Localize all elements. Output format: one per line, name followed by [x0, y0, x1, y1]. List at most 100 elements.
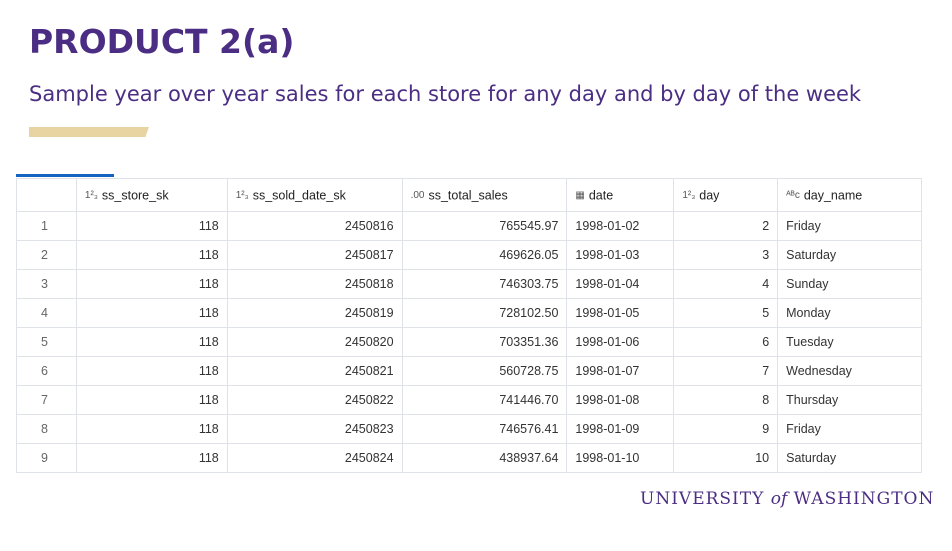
table-row[interactable]: 8 118 2450823 746576.41 1998-01-09 9 Friday	[16, 414, 922, 444]
123-numeric-icon: 1²₃	[235, 189, 249, 201]
table-cell[interactable]: 746303.75	[401, 269, 568, 299]
row-number-cell[interactable]: 1	[16, 211, 77, 241]
table-cell[interactable]: 6	[673, 327, 779, 357]
123-numeric-icon: 1²₃	[84, 189, 98, 201]
table-cell[interactable]: 1998-01-05	[566, 298, 675, 328]
column-header-day-name[interactable]: ᴬᴮc day_name	[777, 178, 922, 212]
column-header-ss-total-sales[interactable]: .00 ss_total_sales	[401, 178, 568, 212]
table-cell[interactable]: 741446.70	[401, 385, 568, 415]
table-cell[interactable]: Thursday	[777, 385, 922, 415]
uw-word-university: UNIVERSITY	[640, 489, 765, 509]
table-cell[interactable]: 703351.36	[401, 327, 568, 357]
row-number-header[interactable]	[16, 178, 77, 212]
table-cell[interactable]: 1998-01-03	[566, 240, 675, 270]
table-cell[interactable]: 118	[75, 211, 228, 241]
table-cell[interactable]: 560728.75	[401, 356, 568, 386]
table-row[interactable]: 4 118 2450819 728102.50 1998-01-05 5 Monday	[16, 298, 922, 328]
table-row[interactable]: 7 118 2450822 741446.70 1998-01-08 8 Thursday	[16, 385, 922, 415]
table-cell[interactable]: 1998-01-06	[566, 327, 675, 357]
table-row[interactable]: 9 118 2450824 438937.64 1998-01-10 10 Saturday	[16, 443, 922, 473]
table-cell[interactable]: 118	[75, 327, 228, 357]
table-cell[interactable]: 1998-01-02	[566, 211, 675, 241]
row-number-cell[interactable]: 5	[16, 327, 77, 357]
table-cell[interactable]: Sunday	[777, 269, 922, 299]
table-cell[interactable]: 2450820	[226, 327, 403, 357]
table-cell[interactable]: 118	[75, 385, 228, 415]
column-header-label: day_name	[803, 188, 863, 203]
column-header-date[interactable]: ▦ date	[566, 178, 675, 212]
row-number-cell[interactable]: 4	[16, 298, 77, 328]
table-cell[interactable]: 438937.64	[401, 443, 568, 473]
table-cell[interactable]: 2450823	[226, 414, 403, 444]
row-number-cell[interactable]: 7	[16, 385, 77, 415]
results-grid: 1²₃ ss_store_sk 1²₃ ss_sold_date_sk .00 ss_to…	[16, 174, 922, 474]
table-cell[interactable]: 8	[673, 385, 779, 415]
row-number-cell[interactable]: 8	[16, 414, 77, 444]
table-row[interactable]: 3 118 2450818 746303.75 1998-01-04 4 Sunday	[16, 269, 922, 299]
table-body: 1 118 2450816 765545.97 1998-01-02 2 Friday 2 11…	[16, 211, 922, 473]
table-header: 1²₃ ss_store_sk 1²₃ ss_sold_date_sk .00 ss_to…	[16, 178, 922, 212]
table-cell[interactable]: 118	[75, 240, 228, 270]
table-cell[interactable]: 1998-01-10	[566, 443, 675, 473]
table-cell[interactable]: 2450822	[226, 385, 403, 415]
table-cell[interactable]: 10	[673, 443, 779, 473]
column-header-label: date	[588, 188, 614, 203]
table-cell[interactable]: 1998-01-09	[566, 414, 675, 444]
table-cell[interactable]: Monday	[777, 298, 922, 328]
table-cell[interactable]: 118	[75, 414, 228, 444]
column-header-ss-store-sk[interactable]: 1²₃ ss_store_sk	[75, 178, 228, 212]
column-header-label: ss_store_sk	[101, 188, 169, 203]
table-cell[interactable]: 1998-01-08	[566, 385, 675, 415]
table-cell[interactable]: Wednesday	[777, 356, 922, 386]
abc-string-icon: ᴬᴮc	[786, 189, 800, 201]
table-cell[interactable]: 1998-01-04	[566, 269, 675, 299]
table-cell[interactable]: 118	[75, 269, 228, 299]
table-cell[interactable]: Friday	[777, 414, 922, 444]
decimal-icon: .00	[410, 189, 425, 201]
table-cell[interactable]: 5	[673, 298, 779, 328]
table-cell[interactable]: 2450817	[226, 240, 403, 270]
table-row[interactable]: 6 118 2450821 560728.75 1998-01-07 7 Wednesday	[16, 356, 922, 386]
table-cell[interactable]: 746576.41	[401, 414, 568, 444]
table-cell[interactable]: 118	[75, 443, 228, 473]
table-cell[interactable]: 728102.50	[401, 298, 568, 328]
table-cell[interactable]: 9	[673, 414, 779, 444]
row-number-cell[interactable]: 3	[16, 269, 77, 299]
uw-word-of: of	[770, 489, 788, 509]
table-cell[interactable]: 2	[673, 211, 779, 241]
column-header-day[interactable]: 1²₃ day	[673, 178, 779, 212]
table-cell[interactable]: Tuesday	[777, 327, 922, 357]
table-cell[interactable]: 2450824	[226, 443, 403, 473]
column-header-label: day	[699, 188, 720, 203]
table-cell[interactable]: 118	[75, 356, 228, 386]
table-row[interactable]: 2 118 2450817 469626.05 1998-01-03 3 Saturday	[16, 240, 922, 270]
table-header-row: 1²₃ ss_store_sk 1²₃ ss_sold_date_sk .00 ss_to…	[16, 178, 922, 212]
results-tab-indicator	[16, 174, 114, 177]
table-cell[interactable]: Saturday	[777, 443, 922, 473]
table-cell[interactable]: 2450821	[226, 356, 403, 386]
column-header-ss-sold-date-sk[interactable]: 1²₃ ss_sold_date_sk	[226, 178, 403, 212]
table-cell[interactable]: 765545.97	[401, 211, 568, 241]
column-header-label: ss_sold_date_sk	[252, 188, 346, 203]
row-number-cell[interactable]: 6	[16, 356, 77, 386]
gold-accent-bar	[29, 127, 149, 137]
table-cell[interactable]: 2450818	[226, 269, 403, 299]
row-number-cell[interactable]: 2	[16, 240, 77, 270]
uw-word-washington: WASHINGTON	[793, 489, 935, 509]
row-number-cell[interactable]: 9	[16, 443, 77, 473]
table-cell[interactable]: 3	[673, 240, 779, 270]
table-row[interactable]: 1 118 2450816 765545.97 1998-01-02 2 Friday	[16, 211, 922, 241]
table-cell[interactable]: 469626.05	[401, 240, 568, 270]
table-cell[interactable]: 2450816	[226, 211, 403, 241]
table-cell[interactable]: 7	[673, 356, 779, 386]
university-logo-text: UNIVERSITY of WASHINGTON	[640, 489, 934, 509]
table-cell[interactable]: Saturday	[777, 240, 922, 270]
table-cell[interactable]: 4	[673, 269, 779, 299]
table-cell[interactable]: 118	[75, 298, 228, 328]
calendar-icon: ▦	[575, 189, 585, 201]
123-numeric-icon: 1²₃	[682, 189, 696, 201]
table-cell[interactable]: 2450819	[226, 298, 403, 328]
table-cell[interactable]: Friday	[777, 211, 922, 241]
table-row[interactable]: 5 118 2450820 703351.36 1998-01-06 6 Tuesday	[16, 327, 922, 357]
table-cell[interactable]: 1998-01-07	[566, 356, 675, 386]
